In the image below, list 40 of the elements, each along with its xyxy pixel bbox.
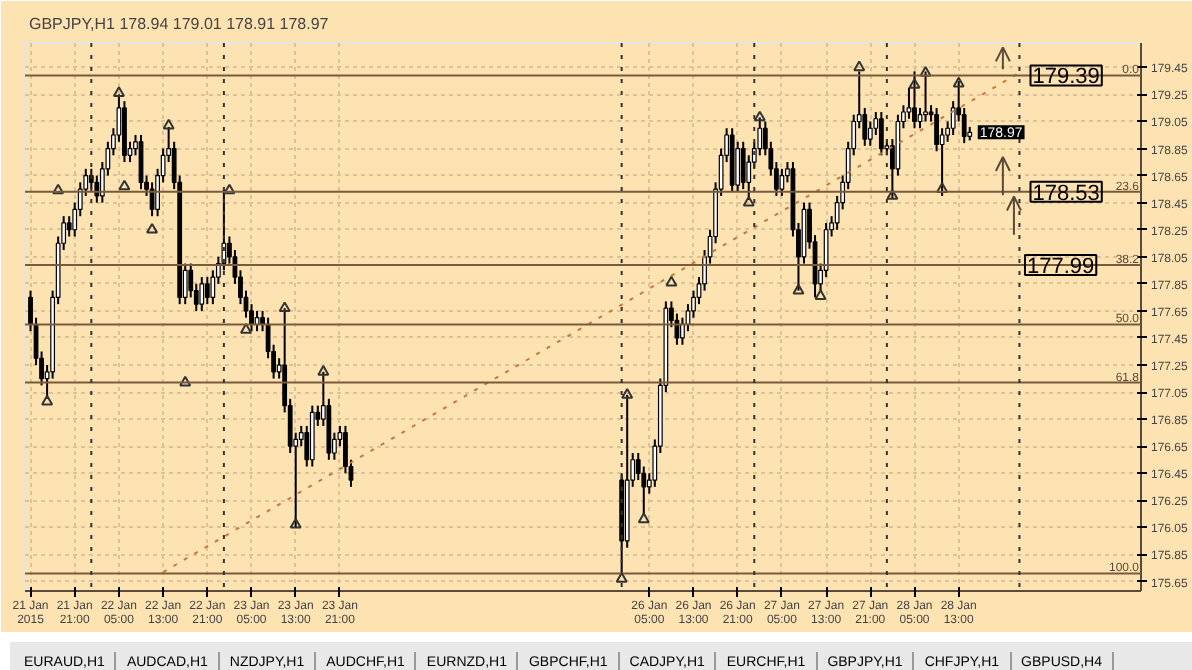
point bbox=[289, 517, 302, 529]
candlestick bbox=[735, 140, 741, 193]
candlestick bbox=[199, 276, 205, 312]
point bbox=[317, 365, 330, 376]
point bbox=[936, 182, 949, 194]
point bbox=[908, 78, 921, 89]
point bbox=[239, 323, 252, 334]
annotation: 179.39 bbox=[1032, 65, 1100, 90]
point bbox=[952, 76, 965, 88]
point bbox=[637, 512, 650, 524]
point bbox=[41, 394, 54, 406]
point bbox=[621, 388, 634, 399]
point bbox=[792, 283, 805, 295]
point bbox=[162, 118, 175, 130]
point bbox=[615, 572, 628, 583]
candlestick bbox=[204, 276, 210, 306]
candlestick bbox=[309, 404, 315, 468]
point bbox=[179, 375, 192, 387]
point bbox=[52, 183, 65, 195]
point bbox=[853, 60, 866, 72]
point bbox=[742, 195, 755, 207]
point bbox=[665, 275, 678, 287]
candlestick bbox=[149, 181, 155, 218]
point bbox=[278, 301, 291, 313]
candlestick bbox=[878, 111, 884, 157]
point bbox=[886, 189, 899, 200]
point bbox=[146, 222, 159, 234]
point bbox=[919, 65, 932, 77]
point bbox=[814, 289, 827, 300]
annotation: 178.53 bbox=[1032, 181, 1100, 206]
candlestick bbox=[912, 70, 917, 130]
candlestick bbox=[779, 167, 785, 197]
annotation: 177.99 bbox=[1026, 254, 1095, 279]
point bbox=[753, 110, 766, 122]
chart-title: GBPJPY,H1 178.94 179.01 178.91 178.97 bbox=[29, 15, 330, 33]
candlestick bbox=[923, 70, 928, 123]
point bbox=[118, 179, 131, 191]
point bbox=[112, 86, 125, 97]
point bbox=[223, 183, 236, 195]
candlestick bbox=[122, 100, 127, 164]
